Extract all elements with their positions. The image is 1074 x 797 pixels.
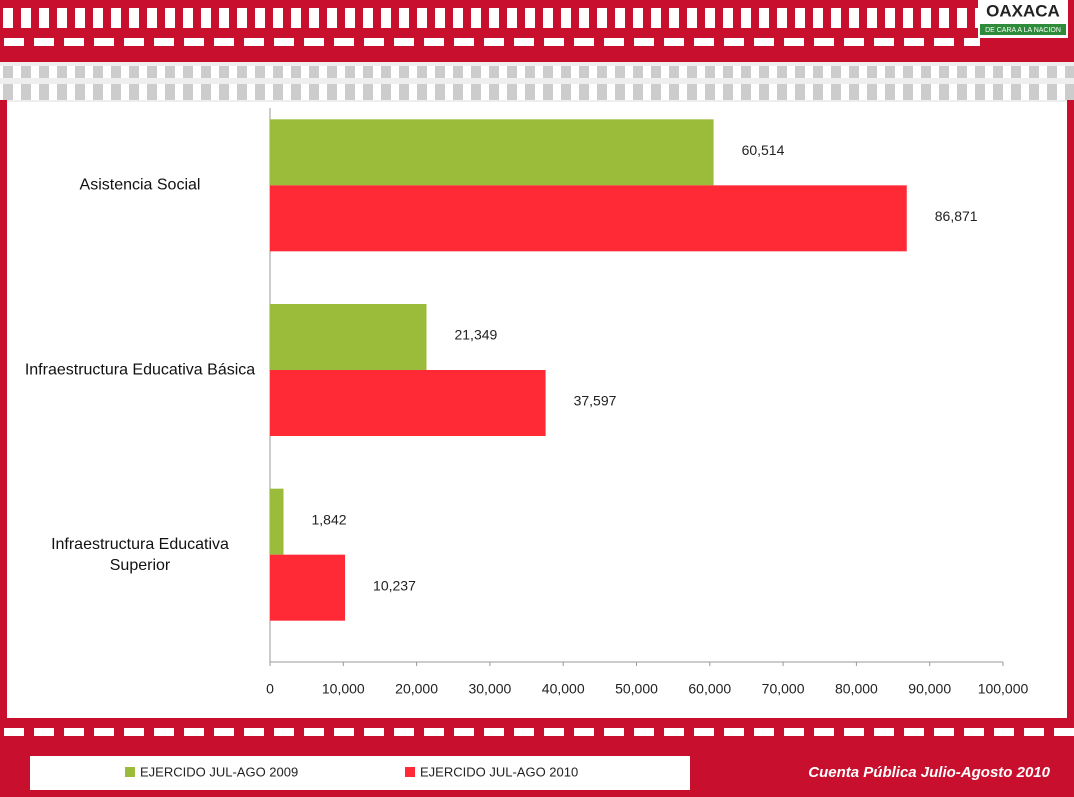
bar bbox=[270, 185, 907, 252]
legend-swatch bbox=[125, 767, 135, 777]
x-tick-label: 10,000 bbox=[322, 681, 365, 697]
legend-swatch bbox=[405, 767, 415, 777]
bar bbox=[270, 370, 546, 436]
logo-strip bbox=[980, 24, 1066, 35]
x-tick-label: 80,000 bbox=[835, 681, 878, 697]
x-tick-label: 30,000 bbox=[468, 681, 511, 697]
x-tick-label: 50,000 bbox=[615, 681, 658, 697]
header-pattern bbox=[0, 38, 980, 46]
x-tick-label: 40,000 bbox=[542, 681, 585, 697]
x-tick-label: 60,000 bbox=[688, 681, 731, 697]
category-label: Asistencia Social bbox=[79, 176, 201, 194]
x-tick-label: 70,000 bbox=[762, 681, 805, 697]
value-label: 60,514 bbox=[742, 142, 785, 158]
legend-label: EJERCIDO JUL-AGO 2010 bbox=[420, 764, 578, 779]
value-label: 37,597 bbox=[574, 393, 617, 409]
grey-pattern bbox=[0, 66, 1074, 78]
logo: OAXACA bbox=[986, 1, 1060, 20]
value-label: 10,237 bbox=[373, 577, 416, 593]
category-label: Infraestructura Educativa Superior bbox=[51, 535, 229, 574]
bar bbox=[270, 554, 346, 621]
value-label: 86,871 bbox=[935, 208, 978, 224]
footer-pattern bbox=[0, 728, 1074, 736]
left-border bbox=[0, 100, 7, 720]
bar bbox=[270, 119, 714, 186]
x-tick-label: 90,000 bbox=[908, 681, 951, 697]
x-tick-label: 100,000 bbox=[978, 681, 1029, 697]
right-border bbox=[1067, 100, 1074, 720]
header-pattern bbox=[0, 8, 980, 28]
category-label: Infraestructura Educativa Básica bbox=[24, 361, 256, 379]
legend-box bbox=[30, 756, 690, 790]
legend-label: EJERCIDO JUL-AGO 2009 bbox=[140, 764, 298, 779]
x-tick-label: 20,000 bbox=[395, 681, 438, 697]
bar bbox=[270, 488, 284, 555]
grey-pattern bbox=[0, 84, 1074, 100]
value-label: 1,842 bbox=[312, 511, 347, 527]
x-tick-label: 0 bbox=[266, 681, 274, 697]
footer-text: Cuenta Pública Julio-Agosto 2010 bbox=[808, 764, 1050, 781]
value-label: 21,349 bbox=[454, 327, 497, 343]
bar bbox=[270, 304, 427, 370]
logo-subtitle: DE CARA A LA NACION bbox=[985, 27, 1061, 34]
